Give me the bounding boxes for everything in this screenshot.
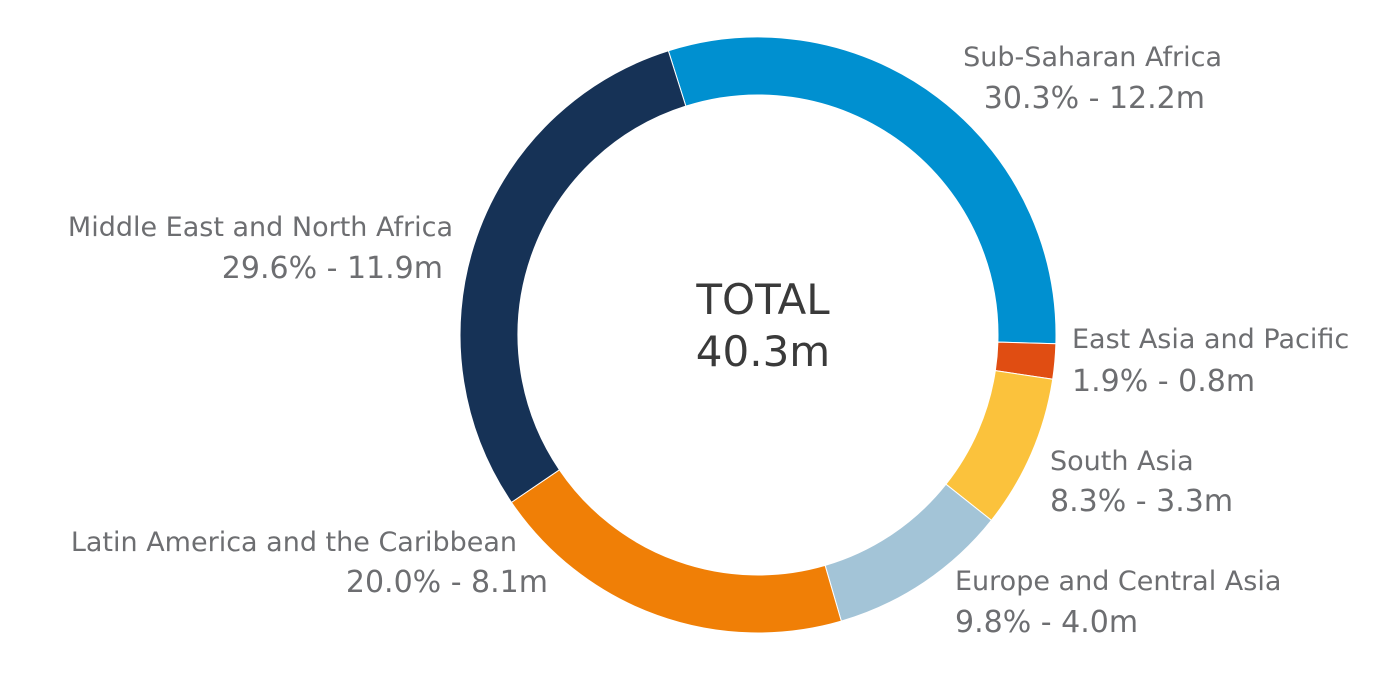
- label-south-asia: South Asia: [1050, 446, 1194, 477]
- label-east-asia-pacific: East Asia and Pacific: [1072, 324, 1349, 355]
- value-south-asia: 8.3% - 3.3m: [1050, 484, 1233, 519]
- label-latin-america-caribbean: Latin America and the Caribbean: [71, 527, 517, 558]
- value-middle-east-north-africa: 29.6% - 11.9m: [222, 251, 443, 286]
- center-total-label: TOTAL: [695, 275, 830, 324]
- label-europe-central-asia: Europe and Central Asia: [955, 566, 1281, 597]
- slice-latin-america-and-the-caribbean: [510, 469, 842, 634]
- label-sub-saharan-africa: Sub-Saharan Africa: [963, 42, 1222, 73]
- slice-sub-saharan-africa: [667, 36, 1057, 345]
- value-latin-america-caribbean: 20.0% - 8.1m: [346, 565, 548, 600]
- value-europe-central-asia: 9.8% - 4.0m: [955, 605, 1138, 640]
- value-sub-saharan-africa: 30.3% - 12.2m: [984, 81, 1205, 116]
- donut-slices: [459, 36, 1057, 634]
- slice-middle-east-and-north-africa: [459, 50, 687, 504]
- center-total-value: 40.3m: [696, 327, 830, 376]
- slice-europe-and-central-asia: [824, 483, 993, 622]
- label-middle-east-north-africa: Middle East and North Africa: [68, 212, 453, 243]
- value-east-asia-pacific: 1.9% - 0.8m: [1072, 364, 1255, 399]
